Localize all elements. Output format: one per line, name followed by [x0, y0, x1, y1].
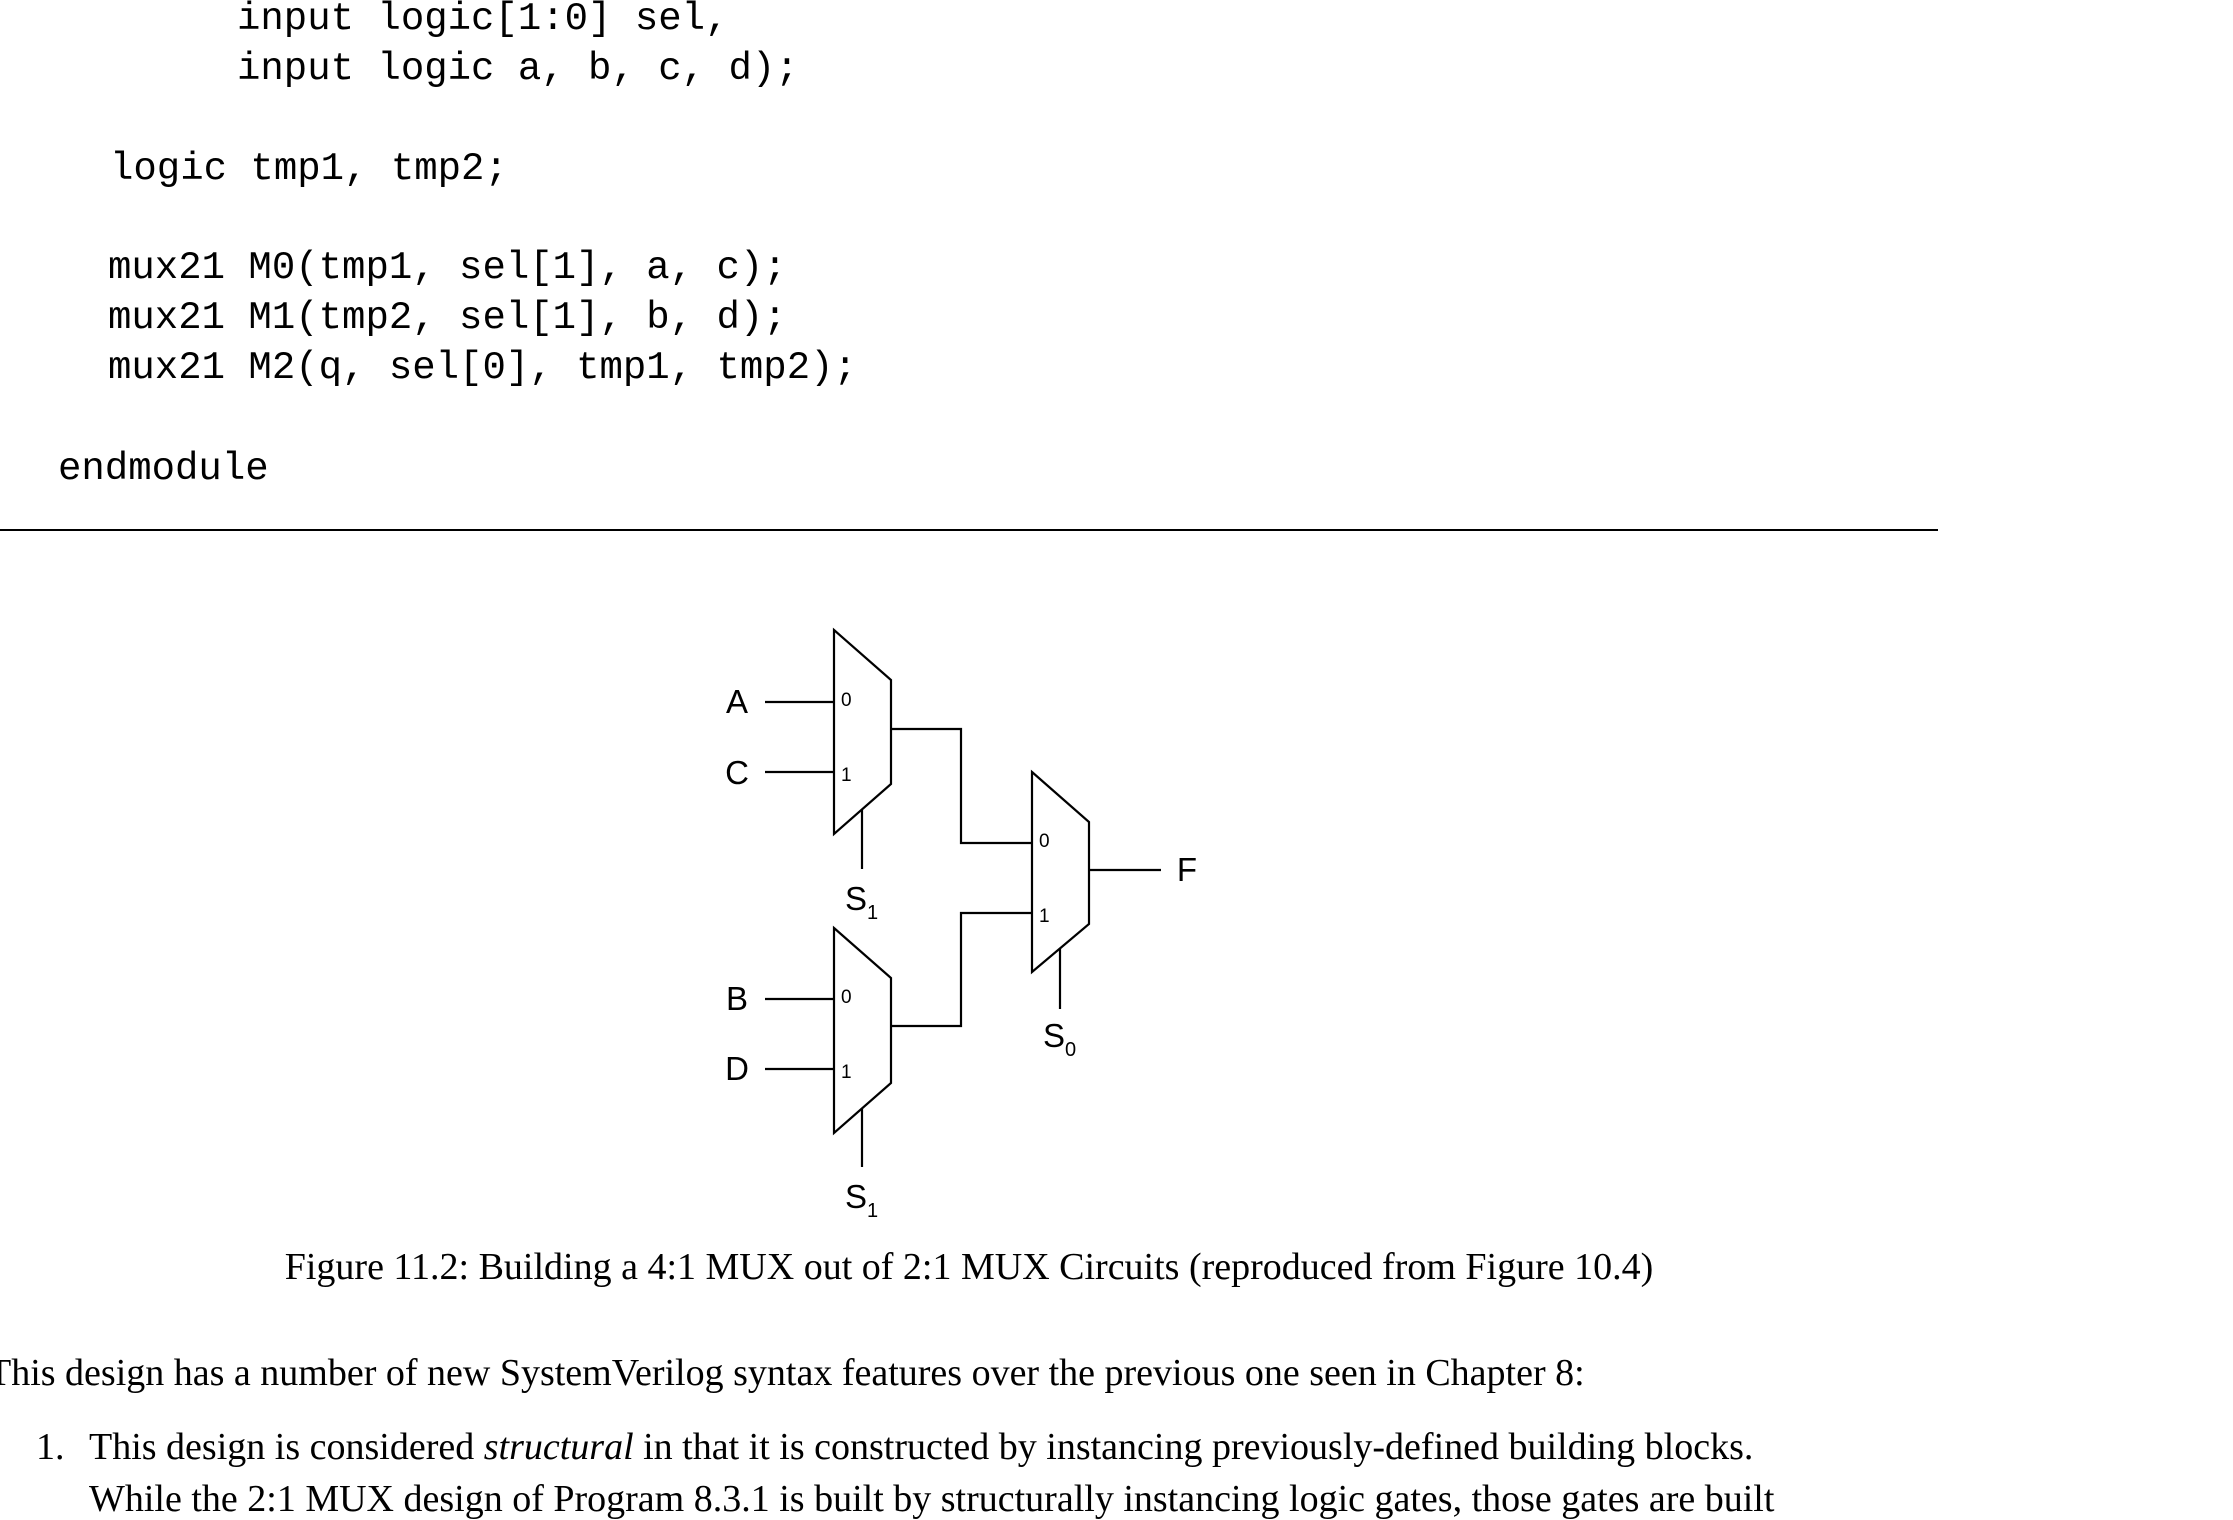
wire-tmp2	[891, 911, 1032, 1028]
m2-port-0-label: 0	[1039, 831, 1050, 852]
select-label-final: S0	[1043, 1017, 1076, 1061]
input-label-a: A	[726, 683, 748, 720]
m1-port-0-label: 0	[841, 987, 852, 1008]
list-item-1-line-1: This design is considered structural in …	[89, 1428, 1753, 1466]
intro-paragraph: This design has a number of new SystemVe…	[0, 1352, 1585, 1394]
list-item-number: 1.	[36, 1426, 65, 1468]
code-line-m1: mux21 M1(tmp2, sel[1], b, d);	[108, 296, 787, 340]
select-label-top: S1	[845, 880, 878, 924]
list-item-1-text-before: This design is considered	[89, 1426, 484, 1468]
listing-separator-rule	[0, 529, 1938, 531]
code-line-sel: input logic[1:0] sel,	[237, 0, 729, 41]
code-line-endmodule: endmodule	[58, 447, 269, 491]
code-line-tmp-decl: logic tmp1, tmp2;	[110, 147, 508, 191]
input-label-b: B	[726, 980, 748, 1017]
mux-m1-shape	[832, 925, 893, 1136]
m0-port-1-label: 1	[841, 765, 852, 786]
m2-port-1-label: 1	[1039, 906, 1050, 927]
code-line-inputs: input logic a, b, c, d);	[237, 47, 799, 91]
input-label-c: C	[725, 754, 749, 791]
code-line-m0: mux21 M0(tmp1, sel[1], a, c);	[108, 246, 787, 290]
wire-tmp1	[891, 727, 1032, 845]
m1-port-1-label: 1	[841, 1062, 852, 1083]
mux-m2-shape	[1030, 769, 1091, 975]
output-label-f: F	[1177, 851, 1197, 888]
figure-caption: Figure 11.2: Building a 4:1 MUX out of 2…	[284, 1246, 1654, 1288]
list-item-1-text-after: in that it is constructed by instancing …	[633, 1426, 1754, 1468]
code-line-m2: mux21 M2(q, sel[0], tmp1, tmp2);	[108, 346, 857, 390]
list-item-1-emphasis: structural	[483, 1426, 634, 1468]
list-item-1-line-2: While the 2:1 MUX design of Program 8.3.…	[89, 1478, 1775, 1520]
m0-port-0-label: 0	[841, 690, 852, 711]
input-label-d: D	[725, 1050, 749, 1087]
select-label-bottom: S1	[845, 1178, 878, 1222]
mux-m0-shape	[832, 627, 893, 837]
